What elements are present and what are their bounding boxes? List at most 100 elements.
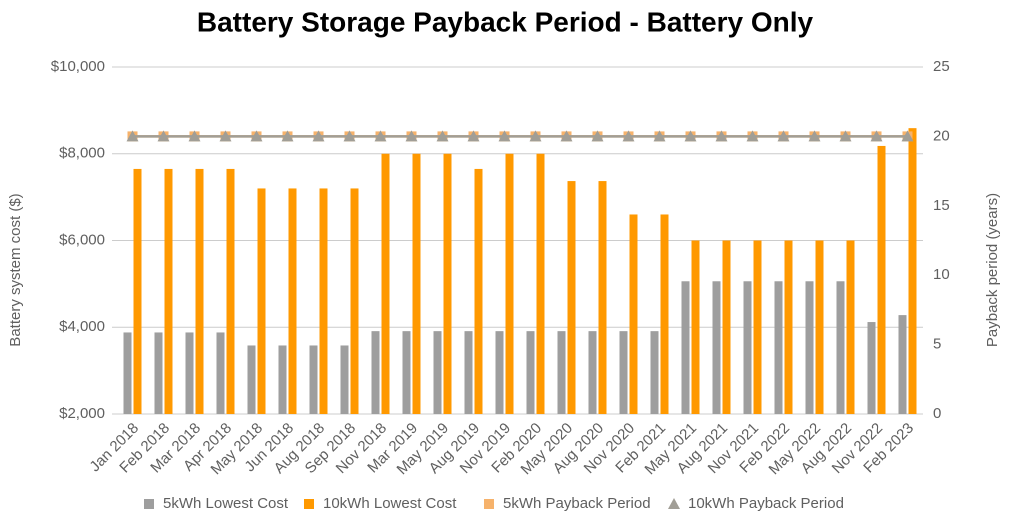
line-marker <box>250 130 263 142</box>
legend-marker <box>484 499 494 509</box>
y-tick-label: $8,000 <box>59 145 105 162</box>
bar <box>877 145 886 414</box>
line-marker <box>157 130 170 142</box>
y2-tick-label: 5 <box>933 336 941 353</box>
line-marker <box>870 130 883 142</box>
bar <box>350 188 359 414</box>
bar <box>288 188 297 414</box>
legend-label: 10kWh Payback Period <box>688 495 844 512</box>
line-marker <box>467 130 480 142</box>
bar <box>598 181 607 414</box>
line-marker <box>777 130 790 142</box>
bar <box>226 168 235 414</box>
bar <box>123 332 132 414</box>
bar <box>867 322 876 414</box>
bar <box>495 331 504 414</box>
line-marker <box>498 130 511 142</box>
bar <box>381 153 390 414</box>
bar <box>557 331 566 414</box>
y2-tick-label: 0 <box>933 405 941 422</box>
bar <box>412 153 421 414</box>
bar <box>526 331 535 414</box>
line-marker <box>188 130 201 142</box>
y-tick-label: $6,000 <box>59 231 105 248</box>
line-marker <box>839 130 852 142</box>
legend-marker <box>144 499 154 509</box>
line-marker <box>715 130 728 142</box>
line-marker <box>281 130 294 142</box>
bar <box>443 153 452 414</box>
line-marker <box>374 130 387 142</box>
y2-tick-label: 15 <box>933 197 950 214</box>
legend-label: 5kWh Payback Period <box>503 495 651 512</box>
bar <box>319 188 328 414</box>
bar <box>629 214 638 414</box>
y2-tick-label: 10 <box>933 266 950 283</box>
bar <box>712 281 721 414</box>
bar <box>743 281 752 414</box>
y-axis-title: Battery system cost ($) <box>7 193 24 346</box>
bar <box>815 240 824 414</box>
bar <box>402 331 411 414</box>
bar <box>536 153 545 414</box>
line-marker <box>436 130 449 142</box>
bar <box>753 240 762 414</box>
bar <box>908 128 917 414</box>
bar <box>154 332 163 414</box>
bar <box>216 332 225 414</box>
y2-axis-title: Payback period (years) <box>984 193 1001 347</box>
bar <box>681 281 690 414</box>
bar <box>588 331 597 414</box>
bar <box>722 240 731 414</box>
bar <box>660 214 669 414</box>
line-marker <box>622 130 635 142</box>
line-marker <box>126 130 139 142</box>
bar <box>309 345 318 414</box>
bar <box>836 281 845 414</box>
bar <box>567 181 576 414</box>
bar <box>784 240 793 414</box>
bar <box>846 240 855 414</box>
line-marker <box>684 130 697 142</box>
line-marker <box>591 130 604 142</box>
bar <box>371 331 380 414</box>
y-tick-label: $4,000 <box>59 318 105 335</box>
legend-label: 5kWh Lowest Cost <box>163 495 289 512</box>
bar <box>464 331 473 414</box>
chart-title: Battery Storage Payback Period - Battery… <box>197 6 814 37</box>
bar <box>133 168 142 414</box>
y-tick-label: $2,000 <box>59 405 105 422</box>
bar <box>278 345 287 414</box>
bar <box>805 281 814 414</box>
line-marker <box>529 130 542 142</box>
bar <box>185 332 194 414</box>
line-marker <box>560 130 573 142</box>
legend-marker <box>668 498 680 509</box>
line-marker <box>343 130 356 142</box>
bar <box>691 240 700 414</box>
legend-label: 10kWh Lowest Cost <box>323 495 457 512</box>
line-marker <box>653 130 666 142</box>
bar <box>650 331 659 414</box>
bar <box>340 345 349 414</box>
bar <box>898 315 907 414</box>
bar <box>247 345 256 414</box>
y-tick-label: $10,000 <box>51 58 105 75</box>
line-marker <box>219 130 232 142</box>
y2-tick-label: 25 <box>933 58 950 75</box>
bar <box>195 168 204 414</box>
line-marker <box>808 130 821 142</box>
bar <box>433 331 442 414</box>
bar <box>257 188 266 414</box>
bar <box>505 153 514 414</box>
y2-tick-label: 20 <box>933 127 950 144</box>
line-marker <box>312 130 325 142</box>
line-marker <box>405 130 418 142</box>
line-marker <box>901 130 914 142</box>
bar <box>474 168 483 414</box>
bar <box>164 168 173 414</box>
legend-marker <box>304 499 314 509</box>
bar <box>774 281 783 414</box>
bar <box>619 331 628 414</box>
